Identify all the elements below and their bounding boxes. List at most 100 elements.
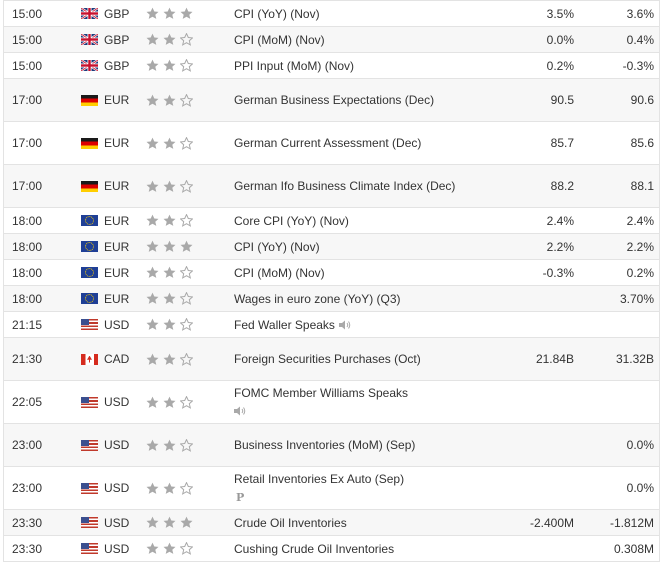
forecast-value: 3.70% (619, 291, 654, 306)
event-name[interactable]: Crude Oil Inventories (234, 514, 484, 532)
table-row[interactable]: 23:30 USD Crude Oil Inventories -2.400M -1.8… (4, 509, 659, 535)
star-filled-icon (163, 516, 176, 529)
table-row[interactable]: 15:00 GBP PPI Input (MoM) (Nov) 0.2% -0.3% (4, 52, 659, 78)
event-name[interactable]: German Current Assessment (Dec) (234, 134, 484, 152)
star-filled-icon (163, 94, 176, 107)
event-name-text[interactable]: German Business Expectations (Dec) (234, 93, 435, 107)
table-row[interactable]: 17:00 EUR German Current Assessment (Dec) 8… (4, 121, 659, 164)
eu-flag-icon (81, 241, 98, 252)
star-filled-icon (163, 353, 176, 366)
event-name-text[interactable]: Business Inventories (MoM) (Sep) (234, 438, 416, 452)
table-row[interactable]: 15:00 GBP CPI (MoM) (Nov) 0.0% 0.4% (4, 26, 659, 52)
importance-rating (144, 438, 234, 452)
star-filled-icon (163, 439, 176, 452)
event-time: 23:00 (12, 438, 43, 452)
star-filled-icon (163, 180, 176, 193)
importance-rating (144, 179, 234, 193)
event-name[interactable]: German Ifo Business Climate Index (Dec) (234, 177, 484, 195)
importance-rating (144, 7, 234, 20)
star-filled-icon (180, 240, 193, 253)
table-row[interactable]: 18:00 EUR Wages in euro zone (YoY) (Q3) 3.7… (4, 285, 659, 311)
actual-value: 2.2% (546, 239, 574, 254)
currency-code: GBP (104, 58, 130, 73)
star-empty-icon (180, 136, 193, 150)
forecast-value: 0.2% (626, 265, 654, 280)
event-name[interactable]: CPI (MoM) (Nov) (234, 264, 484, 282)
currency-code: USD (104, 317, 130, 332)
event-name-text[interactable]: Crude Oil Inventories (234, 515, 347, 530)
star-filled-icon (163, 318, 176, 331)
table-row[interactable]: 23:30 USD Cushing Crude Oil Inventories 0.3… (4, 535, 659, 561)
star-filled-icon (163, 33, 176, 46)
event-name-text[interactable]: Core CPI (YoY) (Nov) (234, 213, 349, 228)
event-name-text[interactable]: German Ifo Business Climate Index (Dec) (234, 179, 456, 193)
event-name[interactable]: CPI (YoY) (Nov) (234, 5, 484, 23)
speaker-icon[interactable] (234, 406, 246, 416)
star-filled-icon (163, 240, 176, 253)
forecast-value: 85.6 (630, 136, 654, 150)
speaker-icon[interactable] (338, 320, 351, 330)
star-filled-icon (163, 266, 176, 279)
event-name-text[interactable]: CPI (YoY) (Nov) (234, 6, 320, 21)
star-filled-icon (163, 59, 176, 72)
table-row[interactable]: 22:05 USD FOMC Member Williams Speaks (4, 380, 659, 423)
event-name[interactable]: Cushing Crude Oil Inventories (234, 540, 484, 558)
importance-rating (144, 395, 234, 409)
table-row[interactable]: 23:00 USD Business Inventories (MoM) (Sep)… (4, 423, 659, 466)
actual-value: 90.5 (550, 93, 574, 107)
event-name[interactable]: PPI Input (MoM) (Nov) (234, 57, 484, 75)
event-name[interactable]: CPI (YoY) (Nov) (234, 238, 484, 256)
star-filled-icon (146, 7, 159, 20)
currency-code: EUR (104, 265, 130, 280)
event-name[interactable]: Foreign Securities Purchases (Oct) (234, 350, 484, 368)
table-row[interactable]: 17:00 EUR German Business Expectations (De… (4, 78, 659, 121)
star-empty-icon (180, 318, 193, 331)
table-row[interactable]: 17:00 EUR German Ifo Business Climate Inde… (4, 164, 659, 207)
table-row[interactable]: 21:30 CAD Foreign Securities Purchases (Oc… (4, 337, 659, 380)
us-flag-icon (81, 517, 98, 528)
event-name-text[interactable]: FOMC Member Williams Speaks (234, 386, 409, 400)
event-time: 21:15 (12, 317, 43, 332)
table-row[interactable]: 18:00 EUR CPI (YoY) (Nov) 2.2% 2.2% (4, 233, 659, 259)
event-name-text[interactable]: CPI (MoM) (Nov) (234, 32, 325, 47)
event-name[interactable]: Fed Waller Speaks (234, 316, 484, 334)
importance-rating (144, 214, 234, 227)
star-filled-icon (146, 353, 159, 366)
eu-flag-icon (81, 267, 98, 278)
star-empty-icon (180, 93, 193, 107)
event-name-text[interactable]: CPI (YoY) (Nov) (234, 239, 320, 254)
event-name-text[interactable]: CPI (MoM) (Nov) (234, 265, 325, 280)
actual-value: 88.2 (550, 179, 574, 193)
table-row[interactable]: 15:00 GBP CPI (YoY) (Nov) 3.5% 3.6% (4, 0, 659, 26)
event-name[interactable]: FOMC Member Williams Speaks (234, 384, 484, 420)
event-name[interactable]: Business Inventories (MoM) (Sep) (234, 436, 484, 454)
event-time: 18:00 (12, 265, 43, 280)
event-name-text[interactable]: Retail Inventories Ex Auto (Sep) (234, 471, 405, 486)
table-row[interactable]: 21:15 USD Fed Waller Speaks (4, 311, 659, 337)
event-name-text[interactable]: PPI Input (MoM) (Nov) (234, 58, 355, 73)
event-name[interactable]: Core CPI (YoY) (Nov) (234, 212, 484, 230)
importance-rating (144, 240, 234, 253)
event-name-text[interactable]: Fed Waller Speaks (234, 317, 335, 332)
currency-code: USD (104, 481, 130, 495)
event-name[interactable]: CPI (MoM) (Nov) (234, 31, 484, 49)
star-filled-icon (146, 94, 159, 107)
event-name[interactable]: German Business Expectations (Dec) (234, 91, 484, 109)
table-row[interactable]: 23:00 USD Retail Inventories Ex Auto (Sep)… (4, 466, 659, 509)
star-empty-icon (180, 352, 193, 366)
event-name-text[interactable]: German Current Assessment (Dec) (234, 136, 422, 150)
star-empty-icon (180, 481, 193, 495)
forecast-value: 2.4% (626, 213, 654, 228)
event-time: 23:30 (12, 515, 43, 530)
event-name-text[interactable]: Cushing Crude Oil Inventories (234, 541, 395, 556)
currency-code: EUR (104, 179, 130, 193)
star-empty-icon (180, 395, 193, 409)
event-name[interactable]: Retail Inventories Ex Auto (Sep) P (234, 470, 484, 507)
table-row[interactable]: 18:00 EUR Core CPI (YoY) (Nov) 2.4% 2.4% (4, 207, 659, 233)
star-empty-icon (180, 33, 193, 46)
event-name[interactable]: Wages in euro zone (YoY) (Q3) (234, 290, 484, 308)
table-row[interactable]: 18:00 EUR CPI (MoM) (Nov) -0.3% 0.2% (4, 259, 659, 285)
event-name-text[interactable]: Wages in euro zone (YoY) (Q3) (234, 291, 401, 306)
event-name-text[interactable]: Foreign Securities Purchases (Oct) (234, 352, 421, 366)
ca-flag-icon (81, 353, 98, 365)
